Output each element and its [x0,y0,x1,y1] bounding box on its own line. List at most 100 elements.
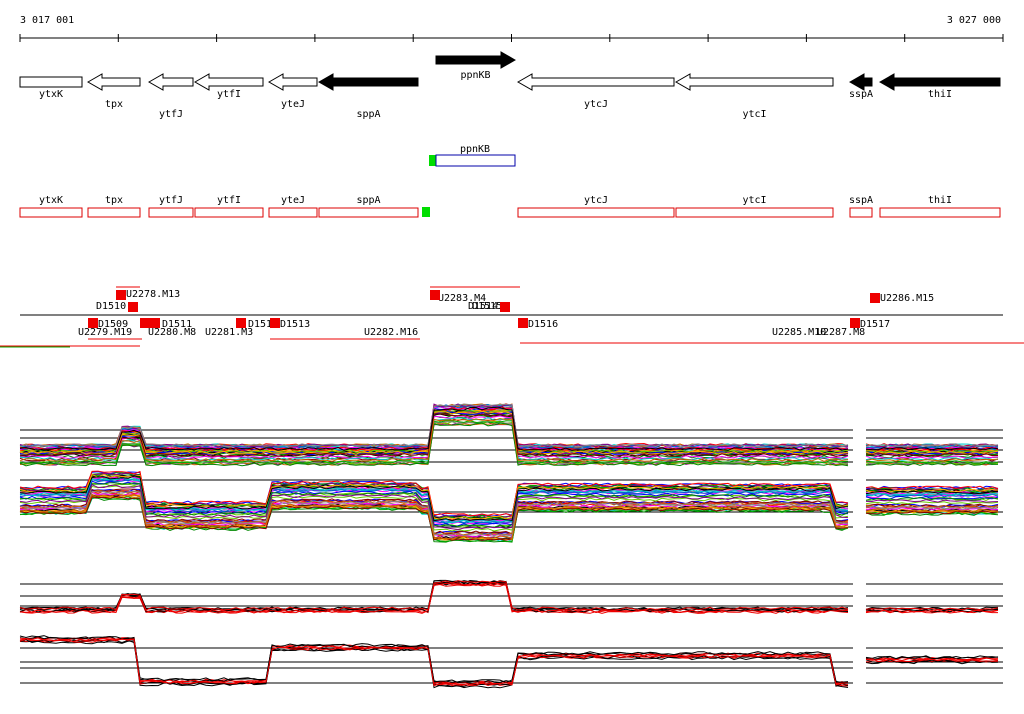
expression-trace [865,489,999,493]
feature-label: U2280.M8 [148,327,196,338]
expression-trace [19,407,849,451]
expression-trace [19,580,849,611]
gene-label: ppnKB [460,70,490,81]
expression-trace [865,658,999,663]
expression-trace [19,582,849,614]
gene-label: ytfJ [159,109,183,120]
feature-marker [88,318,98,328]
feature-label: D151 [248,319,272,330]
expression-trace [19,473,849,520]
gene-arrow [878,73,1001,91]
expression-trace [19,484,849,531]
gene-label: ytfI [217,89,241,100]
expression-trace [865,511,999,516]
cds-label: yteJ [281,195,305,206]
cds-label: ytfI [217,195,241,206]
gene-label: yteJ [281,99,305,110]
expression-trace [865,607,999,611]
gene-label: thiI [928,89,952,100]
expression-trace [19,403,849,448]
expression-trace [865,609,998,614]
feature-label: D1514 [468,301,498,312]
cds-box [849,207,873,218]
expression-trace [865,452,999,457]
cds-box [879,207,1001,218]
expression-trace [865,501,999,505]
expression-trace [865,510,999,515]
cds-box [675,207,834,218]
feature-label: U2282.M16 [364,327,418,338]
expression-trace [19,403,849,448]
expression-trace [19,485,849,532]
transcript-label: ppnKB [460,144,490,155]
feature-label: U2279.M19 [78,327,132,338]
gene-label: sppA [356,109,380,120]
ruler-start: 3 017 001 [20,15,74,26]
cds-box [19,207,83,218]
expression-trace [865,508,999,513]
feature-marker [128,302,138,312]
feature-label: D1509 [98,319,128,330]
expression-trace [865,458,999,462]
expression-trace [865,460,999,464]
expression-trace [865,457,999,461]
feature-label: U2287.M8 [817,327,865,338]
expression-trace [19,470,849,517]
expression-trace [19,475,849,522]
gene-label: ytxK [39,89,63,100]
cds-label: ytcJ [584,195,608,206]
gene-arrow [86,73,141,91]
cds-marker [422,207,430,217]
feature-label: U2283.M4 [438,293,486,304]
expression-trace [19,493,849,540]
cds-label: ytxK [39,195,63,206]
feature-label: U2278.M13 [126,289,180,300]
transcript-box [435,154,516,167]
feature-marker [850,318,860,328]
expression-trace [865,497,999,501]
gene-label: ytcI [742,109,766,120]
expression-trace [19,635,849,684]
feature-marker [430,290,440,300]
expression-trace [865,655,999,660]
feature-label: D1511 [162,319,192,330]
expression-trace [865,504,999,509]
feature-marker [500,302,510,312]
expression-trace [865,488,999,493]
expression-trace [19,638,849,687]
feature-marker [150,318,160,328]
feature-label: D1515 [472,301,502,312]
cds-label: ytcI [742,195,766,206]
expression-trace [865,490,999,495]
gene-arrow [317,73,419,91]
expression-trace [865,499,999,503]
expression-trace [865,450,999,455]
gene-arrow [147,73,194,91]
gene-arrow [435,51,517,69]
feature-marker [116,290,126,300]
gene-arrow [19,76,83,88]
feature-marker [140,318,150,328]
expression-trace [865,443,999,448]
cds-box [87,207,141,218]
feature-label: U2281.M3 [205,327,253,338]
cds-box [268,207,318,218]
expression-trace [865,449,999,454]
gene-arrow [848,73,873,91]
cds-box [194,207,264,218]
expression-trace [19,422,849,467]
feature-label: D1516 [528,319,558,330]
feature-marker [518,318,528,328]
expression-trace [865,608,999,613]
cds-label: ytfJ [159,195,183,206]
gene-label: sspA [849,89,873,100]
cds-label: sspA [849,195,873,206]
cds-box [517,207,675,218]
cds-label: tpx [105,195,123,206]
expression-trace [865,505,999,510]
feature-label: D1513 [280,319,310,330]
expression-trace [865,511,999,516]
expression-trace [19,417,849,462]
feature-label: U2285.M10 [772,327,826,338]
